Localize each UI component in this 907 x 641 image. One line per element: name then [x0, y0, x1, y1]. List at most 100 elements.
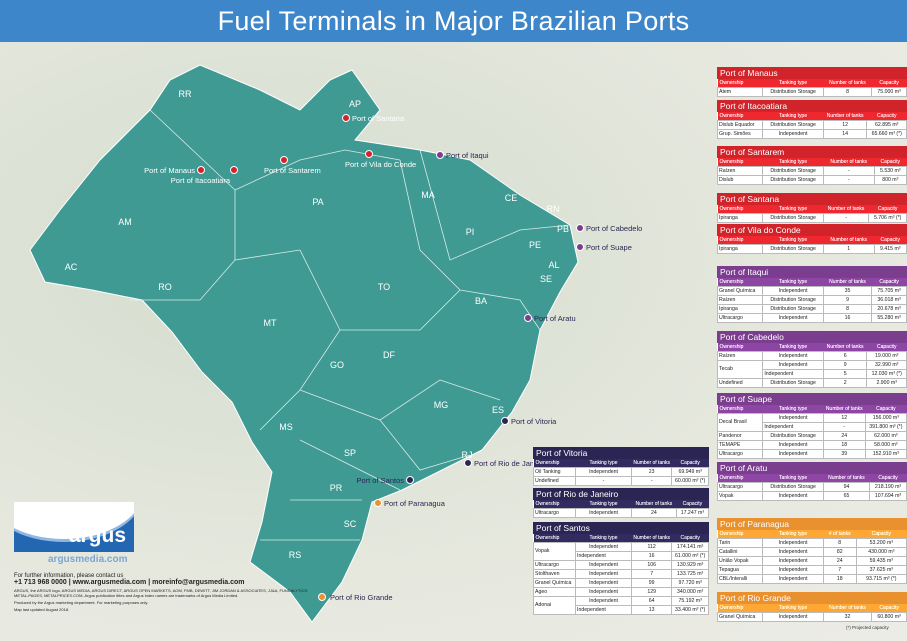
port-marker[interactable]: Port of Santana [342, 114, 405, 123]
port-marker[interactable]: Port of Vitoria [501, 417, 558, 426]
port-marker[interactable]: Port of Cabedelo [576, 224, 643, 233]
table-cell: 174.141 m³ [671, 541, 709, 552]
table-row: Adonai Independent 64 75.192 m³ [533, 595, 709, 615]
table-cell: Independent [762, 611, 824, 622]
table-cell: 218.190 m³ [869, 481, 907, 492]
state-label: AC [65, 262, 78, 272]
table-cell: Independent [575, 466, 632, 477]
table-cell: 17.247 m³ [675, 507, 710, 518]
table-cell: - [822, 165, 875, 176]
website-link[interactable]: argusmedia.com [48, 554, 128, 565]
table-cell: Tepagua [716, 564, 764, 575]
table-cell: 36.018 m³ [871, 294, 907, 305]
table-cell: 5.706 m³ (*) [868, 212, 907, 223]
port-label: Port of Vila do Conde [345, 160, 416, 169]
state-label: MG [434, 400, 449, 410]
port-marker[interactable]: Port of Manaus [144, 166, 205, 175]
port-table-title: Port of Manaus [717, 67, 907, 79]
port-table-title: Port of Santarem [717, 146, 907, 158]
column-header: Tanking type [779, 405, 808, 412]
port-marker[interactable]: Port of Santarem [264, 156, 321, 176]
port-table-title: Port of Rio de Janeiro [533, 488, 709, 500]
port-label: Port of Santana [352, 114, 405, 123]
argus-logo[interactable]: argus [14, 502, 134, 552]
port-dot[interactable] [342, 114, 350, 122]
produced-text: Produced by the Argus marketing departme… [14, 600, 149, 605]
port-marker[interactable]: Port of Itacoatiara [171, 166, 238, 186]
table-row: Ipiranga Distribution Storage -5.706 m³ (*… [716, 212, 907, 223]
footnote: (*) Projected capacity [846, 625, 889, 630]
table-cell: 2 [822, 377, 868, 388]
column-header: Capacity [880, 158, 900, 165]
table-cell: 75.192 m³ [671, 595, 709, 606]
port-dot[interactable] [501, 417, 509, 425]
port-dot[interactable] [436, 151, 444, 159]
state-label: RJ [462, 450, 473, 460]
table-row: Ultracargo Independent 39 152.910 m³ [716, 448, 907, 459]
table-cell: Independent [575, 604, 632, 615]
table-row: Vopak Independent 65 107.694 m³ [716, 490, 907, 501]
column-header: Ownership [719, 236, 744, 243]
column-header: Tanking type [779, 278, 808, 285]
port-dot[interactable] [464, 459, 472, 467]
port-dot[interactable] [406, 476, 414, 484]
table-cell: Independent [762, 359, 824, 370]
port-marker[interactable]: Port of Rio de Janeiro [464, 459, 547, 468]
port-table: Port of Santana Ownership Tanking type Numb… [716, 193, 907, 223]
port-table: Port of Manaus Ownership Tanking type Numbe… [716, 67, 907, 97]
port-marker[interactable]: Port of Suape [576, 243, 632, 252]
table-cell: Distribution Storage [762, 481, 824, 492]
table-cell: Independent [762, 537, 824, 548]
port-marker[interactable]: Port of Santos [356, 476, 414, 485]
table-cell: Undefined [716, 377, 764, 388]
port-dot[interactable] [524, 314, 532, 322]
table-cell: Adonai [533, 595, 576, 615]
table-cell: 24 [631, 507, 677, 518]
port-dot[interactable] [365, 150, 373, 158]
column-header: Capacity [680, 534, 700, 541]
table-cell: 64 [630, 595, 673, 606]
table-cell: Independent [575, 586, 632, 597]
table-cell: 62.000 m³ [864, 430, 907, 441]
table-cell: 75.000 m³ [871, 86, 907, 97]
table-cell: Ultracargo [533, 507, 576, 518]
port-dot[interactable] [197, 166, 205, 174]
table-cell: 37.625 m³ [855, 564, 907, 575]
state-label: GO [330, 360, 344, 370]
port-dot[interactable] [230, 166, 238, 174]
column-header: Ownership [719, 343, 744, 350]
port-marker[interactable]: Port of Rio Grande [318, 593, 393, 602]
state-label: TO [378, 282, 390, 292]
table-row: Ipiranga Distribution Storage 1 9.415 m³ [716, 243, 907, 254]
table-cell: 65 [822, 490, 871, 501]
port-dot[interactable] [280, 156, 288, 164]
column-header: Ownership [719, 79, 744, 86]
port-marker[interactable]: Port of Vila do Conde [345, 150, 416, 170]
column-header: Capacity [879, 79, 899, 86]
column-header: Tanking type [779, 530, 808, 537]
port-marker[interactable]: Port of Aratu [524, 314, 576, 323]
table-cell: Distribution Storage [762, 430, 824, 441]
table-cell: 53.200 m³ [855, 537, 907, 548]
table-cell: Distribution Storage [762, 303, 824, 314]
column-header: Capacity [878, 474, 898, 481]
port-dot[interactable] [318, 593, 326, 601]
table-cell: CBL/Interalli [716, 573, 764, 584]
column-header: Number of tanks [633, 534, 671, 541]
port-table-title: Port of Suape [717, 393, 907, 405]
state-label: PI [466, 227, 475, 237]
table-cell: 23 [630, 466, 673, 477]
table-cell: Distribution Storage [762, 165, 824, 176]
port-table: Port of Suape Ownership Tanking type Number… [716, 393, 907, 459]
port-label: Port of Paranagua [384, 499, 446, 508]
table-row: Ultracargo Independent 106 130.929 m³ [533, 559, 709, 570]
port-dot[interactable] [576, 224, 584, 232]
table-cell: 61.000 m³ (*) [671, 550, 709, 561]
port-marker[interactable]: Port of Itaqui [436, 151, 489, 160]
column-header: Number of tanks [633, 459, 671, 466]
port-dot[interactable] [374, 499, 382, 507]
state-label: PB [557, 224, 569, 234]
port-marker[interactable]: Port of Paranagua [374, 499, 446, 508]
port-table-title: Port of Paranagua [717, 518, 907, 530]
port-dot[interactable] [576, 243, 584, 251]
